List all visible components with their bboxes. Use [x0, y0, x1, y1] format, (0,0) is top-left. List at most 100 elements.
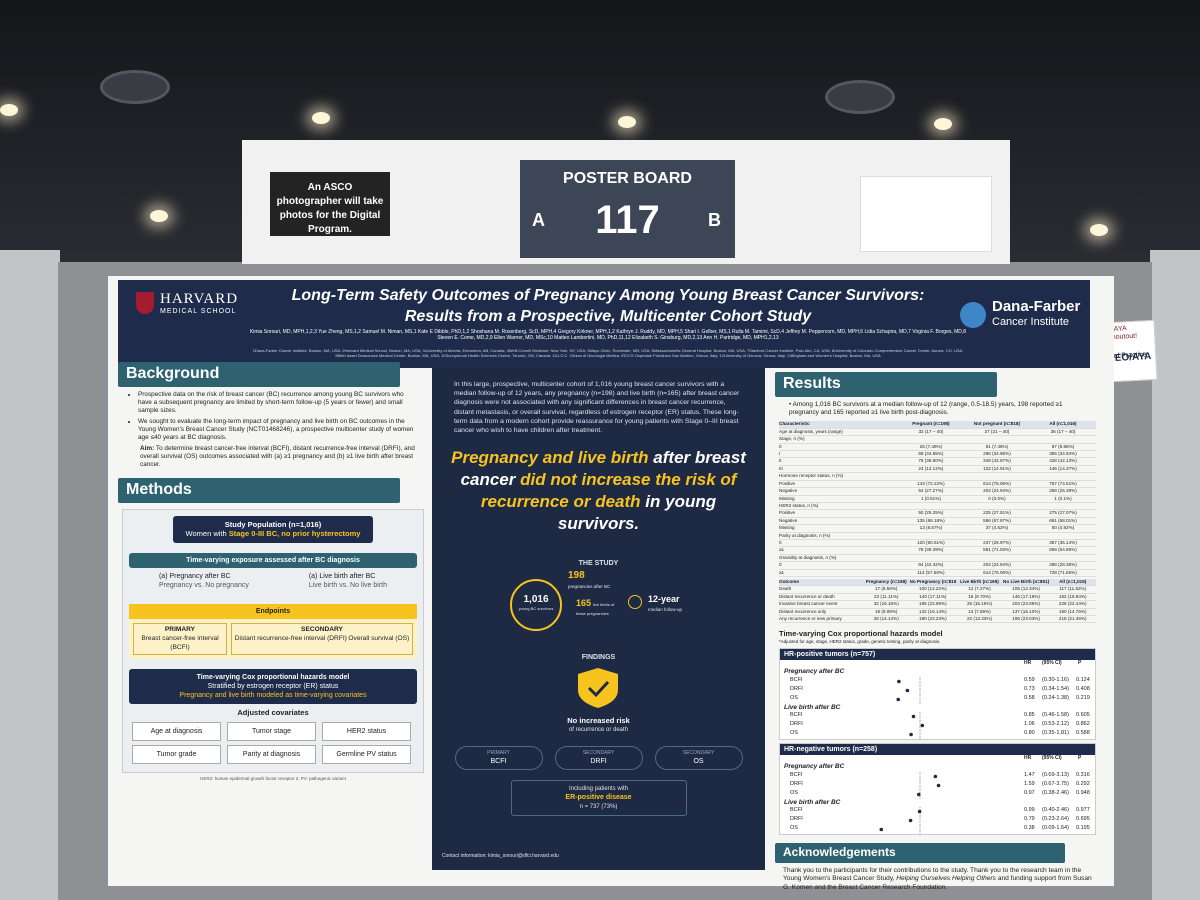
model: Time-varying Cox proportional hazards mo…	[196, 674, 350, 682]
outcome-pills: PRIMARY BCFI SECONDARY DRFI SECONDARY OS	[432, 745, 765, 771]
p-value: 0.316	[1076, 771, 1090, 778]
cell: 135 (68.18%)	[917, 517, 945, 523]
ci: (0.35-1.81)	[1042, 729, 1069, 736]
forest-plot	[919, 720, 925, 730]
outcome: DRFI	[790, 720, 803, 727]
outcome: BCFI	[790, 806, 803, 813]
cell: 32 (17 – 40)	[918, 428, 944, 434]
column-header: Live Birth (n=165)	[960, 578, 999, 584]
cell: III	[779, 465, 783, 471]
shield-icon	[578, 668, 618, 709]
hazard-point	[897, 679, 901, 683]
side-panel	[0, 250, 60, 900]
model-sub: Stratified by estrogen receptor (ER) sta…	[207, 683, 339, 691]
hazard-point	[908, 818, 913, 823]
cell: ≥1	[779, 569, 785, 575]
intro: In this large, prospective, multicenter …	[454, 381, 740, 434]
outcome: DRFI	[790, 815, 803, 822]
cell: 105 (12.34%)	[1012, 586, 1040, 592]
group-heading: HR-positive tumors (n=757)	[780, 649, 1095, 661]
column-header: Pregnancy (n=198)	[865, 578, 907, 584]
light	[0, 104, 18, 116]
hazard-row: OS 0.97 (0.38-2.46) 0.948	[780, 789, 1095, 799]
outcome: BCFI	[790, 676, 803, 683]
cell: 26 (7.46%)	[919, 443, 943, 449]
hazard-row: DRFI 1.06 (0.53-2.12) 0.862	[780, 720, 1095, 730]
cell: 146 (17.16%)	[1012, 593, 1040, 599]
cell: Positive	[779, 510, 796, 516]
vent	[100, 70, 170, 104]
cell: 61 (7.46%)	[985, 443, 1009, 449]
cell: 146 (14.37%)	[1049, 465, 1077, 471]
ci: (0.40-2.46)	[1042, 806, 1069, 813]
col-ci: (95% CI)	[1042, 660, 1062, 667]
cell: 0	[779, 562, 782, 568]
light	[1090, 224, 1108, 236]
cell: 190 (23.23%)	[919, 616, 947, 622]
ack-italic: Helping Ourselves Helping Others	[896, 875, 996, 883]
cell: 137 (16.10%)	[1012, 608, 1040, 614]
column-header: Not pregnant (n=818)	[973, 421, 1020, 427]
background-list: Prospective data on the risk of breast c…	[132, 391, 428, 443]
outcome: OS	[790, 694, 798, 701]
cell: 140 (17.11%)	[919, 593, 947, 599]
hazard-point	[911, 714, 916, 719]
covariate: Age at diagnosis	[131, 722, 222, 742]
pill: PRIMARY BCFI	[454, 745, 543, 771]
authors: Kimia Sorouri, MD, MPH,1,2,3 Yue Zheng, …	[249, 329, 967, 341]
cell: Negative	[779, 488, 798, 494]
cell: Distant recurrence only	[779, 608, 827, 614]
aim-text: To determine breast cancer-free interval…	[140, 444, 415, 469]
cell: 69 (34.85%)	[918, 451, 944, 457]
p-value: 0.588	[1076, 729, 1090, 736]
p-value: 0.862	[1076, 720, 1090, 727]
cell	[1030, 555, 1096, 561]
cell: 22 (11.11%)	[874, 593, 899, 599]
hr: 1.06	[1024, 720, 1035, 727]
population-box: Study Population (n=1,016) Women with St…	[173, 515, 373, 544]
section-heading: Background	[118, 362, 400, 387]
secondary-item: Distant recurrence-free interval (DRFI)	[234, 634, 347, 642]
table-1: Characteristic Pregnant (n=198) Not pregna…	[779, 421, 1096, 577]
pregnancies-label: pregnancies after BC	[568, 584, 611, 590]
acknowledgements: Thank you to the participants for their …	[775, 863, 1100, 897]
cell: 150 (14.76%)	[1058, 608, 1087, 614]
outcome: DRFI	[790, 780, 803, 787]
light	[934, 118, 952, 130]
hr: 0.85	[1024, 711, 1035, 718]
hazard-point	[920, 723, 925, 728]
hr: 0.58	[1024, 694, 1035, 701]
cell: 0 (0.0%)	[988, 495, 1006, 501]
vent	[825, 80, 895, 114]
cell: Hormone receptor status, n (%)	[779, 473, 844, 479]
table-row: I 69 (34.85%) 286 (34.96%) 355 (34.94%)	[779, 451, 1096, 459]
population-highlight: Stage 0-III BC, no prior hysterectomy	[228, 529, 361, 539]
pill-kind: PRIMARY	[487, 749, 510, 756]
poster-header: HARVARD MEDICAL SCHOOL Long-Term Safety …	[118, 280, 1090, 368]
secondary-item: Overall survival (OS)	[348, 634, 410, 642]
hr: 0.80	[1024, 729, 1035, 736]
cell: 78 (39.39%)	[918, 547, 944, 553]
forest-plot	[905, 685, 921, 695]
cell: 357 (35.14%)	[1049, 539, 1077, 545]
ci: (0.69-3.13)	[1042, 771, 1069, 778]
message-part: after breast cancer	[460, 448, 746, 490]
column-header: All (n=1,016)	[1059, 578, 1087, 584]
table-row: Negative 135 (68.18%) 556 (67.97%) 691 (68.…	[779, 517, 1096, 526]
covariate: Parity at diagnosis	[226, 745, 317, 765]
table-row: Positive 50 (25.25%) 225 (27.51%) 275 (27.0…	[779, 510, 1096, 518]
cell: Gravidity at diagnosis, n (%)	[779, 554, 837, 560]
cell: I	[779, 451, 781, 457]
forest-plot	[911, 711, 921, 721]
section-heading: Results	[775, 372, 997, 397]
message-part: Pregnancy and live birth	[451, 448, 649, 468]
exposures: (a) Pregnancy after BC Pregnancy vs. No p…	[129, 568, 417, 594]
cell	[964, 533, 1030, 539]
findings-heading: FINDINGS	[581, 653, 616, 661]
light	[150, 210, 168, 222]
hazard-row: BCFI 1.47 (0.69-3.13) 0.316	[780, 771, 1095, 781]
light	[618, 116, 636, 128]
p-value: 0.408	[1076, 685, 1090, 692]
col-p: P	[1078, 755, 1082, 762]
